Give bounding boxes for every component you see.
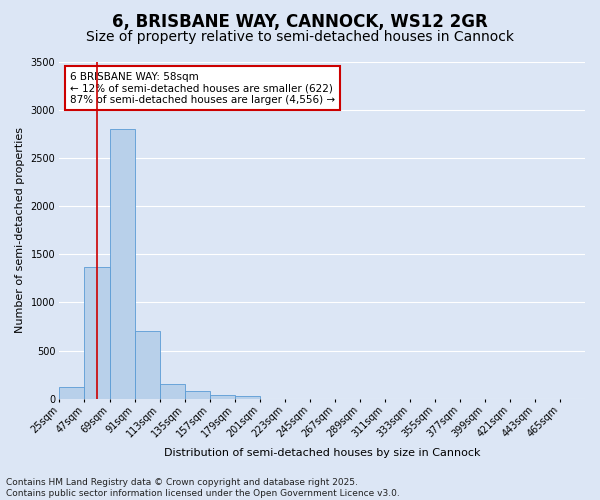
Y-axis label: Number of semi-detached properties: Number of semi-detached properties [15,127,25,333]
Bar [209,395,235,398]
Bar [59,387,85,398]
Text: 6 BRISBANE WAY: 58sqm
← 12% of semi-detached houses are smaller (622)
87% of sem: 6 BRISBANE WAY: 58sqm ← 12% of semi-deta… [70,72,335,105]
Text: 6, BRISBANE WAY, CANNOCK, WS12 2GR: 6, BRISBANE WAY, CANNOCK, WS12 2GR [112,12,488,30]
X-axis label: Distribution of semi-detached houses by size in Cannock: Distribution of semi-detached houses by … [164,448,481,458]
Bar [110,129,134,398]
Bar [185,392,209,398]
Text: Contains HM Land Registry data © Crown copyright and database right 2025.
Contai: Contains HM Land Registry data © Crown c… [6,478,400,498]
Bar [134,332,160,398]
Bar [85,266,110,398]
Bar [160,384,185,398]
Bar [235,396,260,398]
Text: Size of property relative to semi-detached houses in Cannock: Size of property relative to semi-detach… [86,30,514,44]
